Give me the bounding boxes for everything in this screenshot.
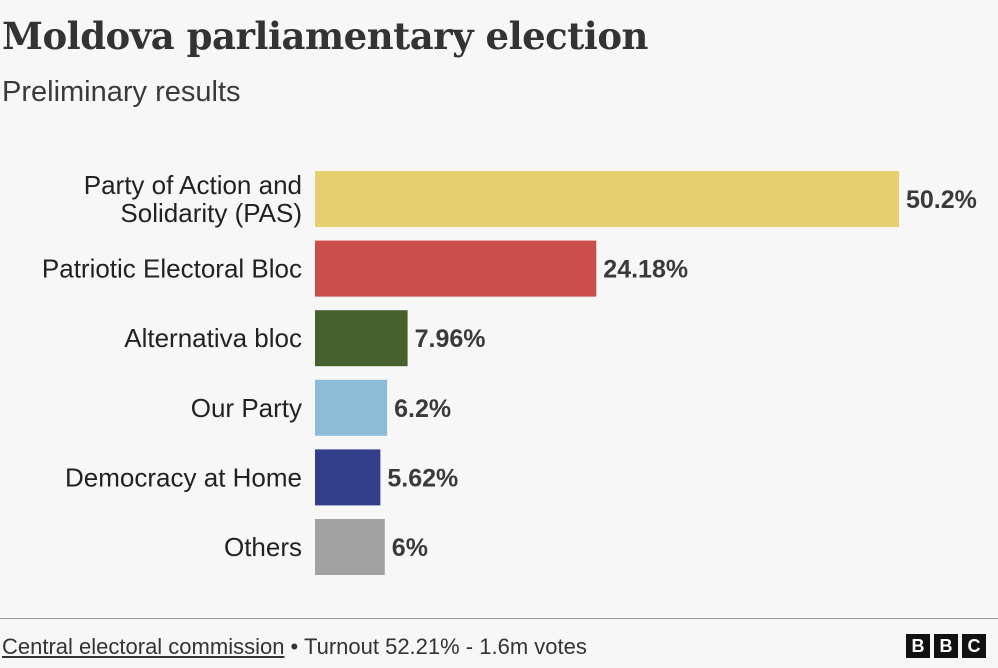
bar: [315, 171, 899, 227]
value-label: 24.18%: [603, 256, 688, 284]
value-label: 7.96%: [415, 325, 486, 353]
value-label: 50.2%: [906, 186, 977, 214]
bbc-logo: B B C: [906, 634, 986, 658]
bar: [315, 310, 408, 367]
source-link[interactable]: Central electoral commission: [2, 634, 285, 659]
footer-separator: •: [284, 634, 304, 659]
chart-title: Moldova parliamentary election: [2, 14, 648, 58]
value-label: 5.62%: [387, 464, 458, 492]
category-label: Alternativa bloc: [124, 323, 302, 353]
category-label: Others: [224, 532, 302, 562]
turnout-text: Turnout 52.21% - 1.6m votes: [303, 634, 587, 659]
footer: Central electoral commission • Turnout 5…: [2, 634, 587, 660]
category-label: Democracy at Home: [65, 462, 302, 492]
value-label: 6%: [392, 534, 428, 562]
category-label: Our Party: [191, 393, 302, 423]
bar: [315, 379, 388, 436]
bar: [315, 519, 385, 575]
logo-letter: B: [906, 634, 930, 658]
category-label: Party of Action and: [84, 170, 302, 200]
category-label: Solidarity (PAS): [120, 198, 302, 228]
bar: [315, 240, 597, 297]
footer-divider: [0, 618, 998, 619]
value-label: 6.2%: [394, 395, 451, 423]
chart-subtitle: Preliminary results: [2, 76, 241, 108]
bar: [315, 449, 381, 506]
category-label: Patriotic Electoral Bloc: [42, 254, 302, 284]
logo-letter: C: [962, 634, 986, 658]
logo-letter: B: [934, 634, 958, 658]
